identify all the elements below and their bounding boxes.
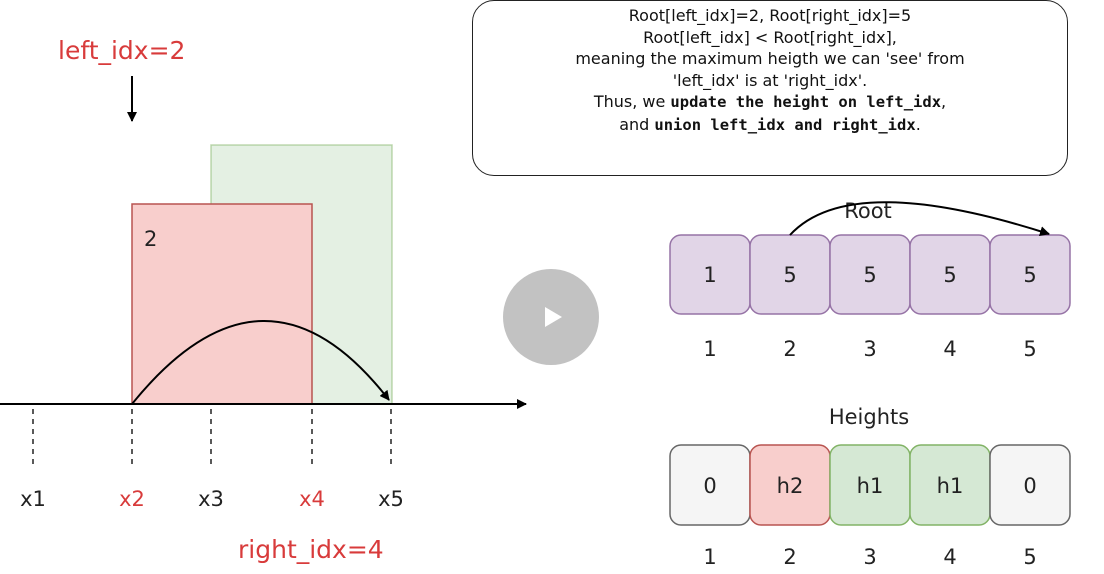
- note-line-3: meaning the maximum heigth we can 'see' …: [575, 49, 965, 68]
- note-line-2: Root[left_idx] < Root[right_idx],: [643, 27, 897, 47]
- heights-index-3: 3: [863, 545, 876, 569]
- note-line-6: and union left_idx and right_idx.: [473, 114, 1067, 137]
- root-union-arrow: [789, 201, 1050, 237]
- note-line-6-suffix: .: [915, 114, 921, 134]
- tick-label-x4: x4: [299, 487, 325, 511]
- right-idx-label: right_idx=4: [238, 535, 384, 564]
- root-value-5: 5: [1023, 263, 1036, 287]
- tick-label-x3: x3: [198, 487, 224, 511]
- root-index-5: 5: [1023, 337, 1036, 361]
- explanation-note: Root[left_idx]=2, Root[right_idx]=5 Root…: [472, 0, 1068, 176]
- heights-value-2: h2: [777, 474, 804, 498]
- note-line-4: 'left_idx' is at 'right_idx'.: [672, 70, 868, 90]
- tick-label-x1: x1: [20, 487, 46, 511]
- root-value-1: 1: [703, 263, 716, 287]
- root-value-3: 5: [863, 263, 876, 287]
- heights-value-3: h1: [857, 474, 884, 498]
- root-value-2: 5: [783, 263, 796, 287]
- root-index-3: 3: [863, 337, 876, 361]
- root-index-1: 1: [703, 337, 716, 361]
- heights-index-1: 1: [703, 545, 716, 569]
- heights-index-4: 4: [943, 545, 956, 569]
- heights-index-5: 5: [1023, 545, 1036, 569]
- left-idx-label: left_idx=2: [58, 36, 185, 65]
- tick-label-x2: x2: [119, 487, 145, 511]
- red-rect-label: 2: [144, 227, 157, 251]
- jump-arc-arrow: [131, 320, 390, 405]
- heights-value-5: 0: [1023, 474, 1036, 498]
- root-index-4: 4: [943, 337, 956, 361]
- note-line-5: Thus, we update the height on left_idx,: [473, 91, 1067, 114]
- heights-index-2: 2: [783, 545, 796, 569]
- note-line-5-emphasis: update the height on left_idx: [670, 93, 942, 111]
- note-line-5-suffix: ,: [941, 92, 947, 111]
- play-button[interactable]: [503, 269, 599, 365]
- note-line-5-prefix: Thus, we: [593, 92, 671, 111]
- note-line-6-emphasis: union left_idx and right_idx: [654, 115, 916, 134]
- tick-label-x5: x5: [378, 487, 404, 511]
- root-value-4: 5: [943, 263, 956, 287]
- heights-value-4: h1: [937, 474, 964, 498]
- root-cell-5: [989, 234, 1071, 315]
- note-line-1: Root[left_idx]=2, Root[right_idx]=5: [628, 6, 912, 25]
- heights-title: Heights: [829, 405, 909, 429]
- root-index-2: 2: [783, 337, 796, 361]
- heights-cell-5: [989, 444, 1071, 526]
- note-line-6-prefix: and: [619, 114, 655, 134]
- heights-value-1: 0: [703, 474, 716, 498]
